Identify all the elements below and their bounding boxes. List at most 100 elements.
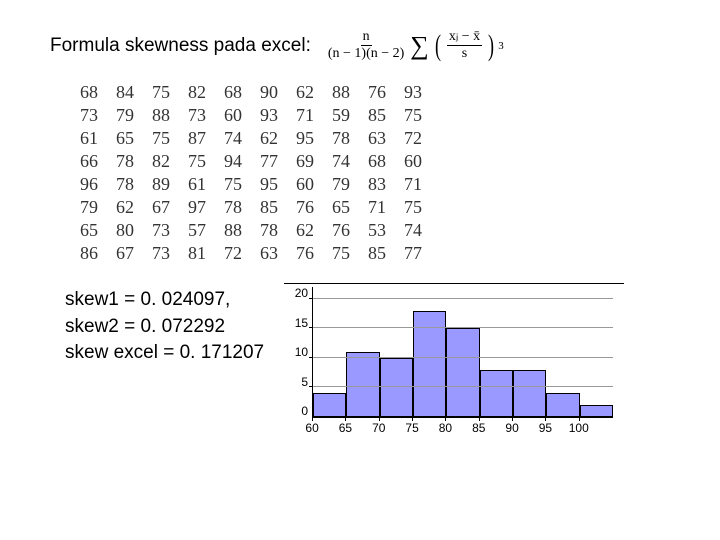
table-cell: 71 bbox=[404, 173, 440, 196]
x-tick-mark bbox=[412, 417, 413, 421]
x-tick-label: 90 bbox=[505, 421, 518, 435]
table-cell: 78 bbox=[224, 196, 260, 219]
x-tick-mark bbox=[345, 417, 346, 421]
x-tick-mark bbox=[512, 417, 513, 421]
table-cell: 80 bbox=[116, 219, 152, 242]
table-row: 79626797788576657175 bbox=[80, 196, 440, 219]
x-tick-mark bbox=[579, 417, 580, 421]
table-cell: 75 bbox=[404, 196, 440, 219]
table-cell: 71 bbox=[368, 196, 404, 219]
table-cell: 63 bbox=[260, 242, 296, 265]
table-row: 66788275947769746860 bbox=[80, 150, 440, 173]
table-cell: 72 bbox=[224, 242, 260, 265]
table-cell: 88 bbox=[224, 219, 260, 242]
table-cell: 79 bbox=[332, 173, 368, 196]
table-cell: 62 bbox=[296, 219, 332, 242]
table-cell: 75 bbox=[224, 173, 260, 196]
result-skew2: skew2 = 0. 072292 bbox=[65, 314, 264, 341]
table-cell: 82 bbox=[188, 81, 224, 104]
y-tick-label: 5 bbox=[284, 376, 308, 388]
results-block: skew1 = 0. 024097, skew2 = 0. 072292 ske… bbox=[50, 283, 264, 367]
sigma-symbol: ∑ bbox=[410, 33, 429, 59]
histogram-bar bbox=[446, 328, 479, 417]
y-tick-mark bbox=[309, 386, 313, 387]
table-row: 61657587746295786372 bbox=[80, 127, 440, 150]
table-cell: 53 bbox=[368, 219, 404, 242]
table-cell: 74 bbox=[404, 219, 440, 242]
table-cell: 67 bbox=[116, 242, 152, 265]
exponent: 3 bbox=[498, 40, 504, 52]
table-cell: 73 bbox=[152, 242, 188, 265]
table-row: 68847582689062887693 bbox=[80, 81, 440, 104]
plot-area bbox=[312, 287, 613, 418]
histogram-bar bbox=[480, 370, 513, 417]
y-tick-mark bbox=[309, 327, 313, 328]
table-cell: 88 bbox=[152, 104, 188, 127]
histogram-bar bbox=[513, 370, 546, 417]
inner-den: s bbox=[460, 46, 469, 61]
x-tick-label: 80 bbox=[439, 421, 452, 435]
table-cell: 76 bbox=[296, 242, 332, 265]
y-axis: 20151050 bbox=[284, 287, 308, 417]
formula-expression: n (n − 1)(n − 2) ∑ ( xⱼ − x̄ s ) 3 bbox=[326, 30, 504, 61]
table-cell: 76 bbox=[368, 81, 404, 104]
table-cell: 62 bbox=[260, 127, 296, 150]
grid-line bbox=[313, 386, 613, 387]
table-cell: 85 bbox=[260, 196, 296, 219]
table-cell: 75 bbox=[404, 104, 440, 127]
table-row: 73798873609371598575 bbox=[80, 104, 440, 127]
x-tick-mark bbox=[379, 417, 380, 421]
paren-left: ( bbox=[435, 34, 441, 58]
y-tick-label: 10 bbox=[284, 346, 308, 358]
histogram-bar bbox=[580, 405, 613, 417]
x-tick-mark bbox=[445, 417, 446, 421]
table-cell: 59 bbox=[332, 104, 368, 127]
table-cell: 78 bbox=[332, 127, 368, 150]
x-tick-label: 75 bbox=[405, 421, 418, 435]
x-tick-label: 70 bbox=[372, 421, 385, 435]
x-tick-mark bbox=[479, 417, 480, 421]
table-cell: 57 bbox=[188, 219, 224, 242]
paren-right: ) bbox=[488, 34, 494, 58]
table-cell: 78 bbox=[116, 150, 152, 173]
formula-row: Formula skewness pada excel: n (n − 1)(n… bbox=[50, 30, 670, 61]
table-cell: 71 bbox=[296, 104, 332, 127]
y-tick-mark bbox=[309, 298, 313, 299]
table-cell: 77 bbox=[260, 150, 296, 173]
table-cell: 79 bbox=[116, 104, 152, 127]
table-cell: 97 bbox=[188, 196, 224, 219]
table-cell: 93 bbox=[404, 81, 440, 104]
data-table: 6884758268906288769373798873609371598575… bbox=[80, 81, 440, 265]
y-tick-label: 0 bbox=[284, 405, 308, 417]
table-cell: 81 bbox=[188, 242, 224, 265]
table-cell: 73 bbox=[152, 219, 188, 242]
grid-line bbox=[313, 357, 613, 358]
table-cell: 78 bbox=[260, 219, 296, 242]
table-cell: 95 bbox=[296, 127, 332, 150]
table-cell: 75 bbox=[188, 150, 224, 173]
table-cell: 60 bbox=[404, 150, 440, 173]
table-cell: 74 bbox=[224, 127, 260, 150]
table-cell: 66 bbox=[80, 150, 116, 173]
formula-label: Formula skewness pada excel: bbox=[50, 35, 311, 57]
table-cell: 76 bbox=[332, 219, 368, 242]
x-tick-label: 85 bbox=[472, 421, 485, 435]
table-cell: 72 bbox=[404, 127, 440, 150]
table-cell: 68 bbox=[368, 150, 404, 173]
table-cell: 86 bbox=[80, 242, 116, 265]
histogram-bar bbox=[546, 393, 579, 417]
table-cell: 69 bbox=[296, 150, 332, 173]
table-cell: 61 bbox=[188, 173, 224, 196]
table-row: 65807357887862765374 bbox=[80, 219, 440, 242]
frac-den: (n − 1)(n − 2) bbox=[326, 46, 406, 61]
chart-top-rule bbox=[284, 283, 624, 284]
table-cell: 75 bbox=[152, 127, 188, 150]
table-cell: 79 bbox=[80, 196, 116, 219]
y-tick-label: 15 bbox=[284, 317, 308, 329]
x-tick-label: 95 bbox=[539, 421, 552, 435]
table-cell: 85 bbox=[368, 104, 404, 127]
table-cell: 90 bbox=[260, 81, 296, 104]
inner-num: xⱼ − x̄ bbox=[447, 30, 482, 46]
table-cell: 65 bbox=[116, 127, 152, 150]
frac-num: n bbox=[361, 30, 372, 46]
